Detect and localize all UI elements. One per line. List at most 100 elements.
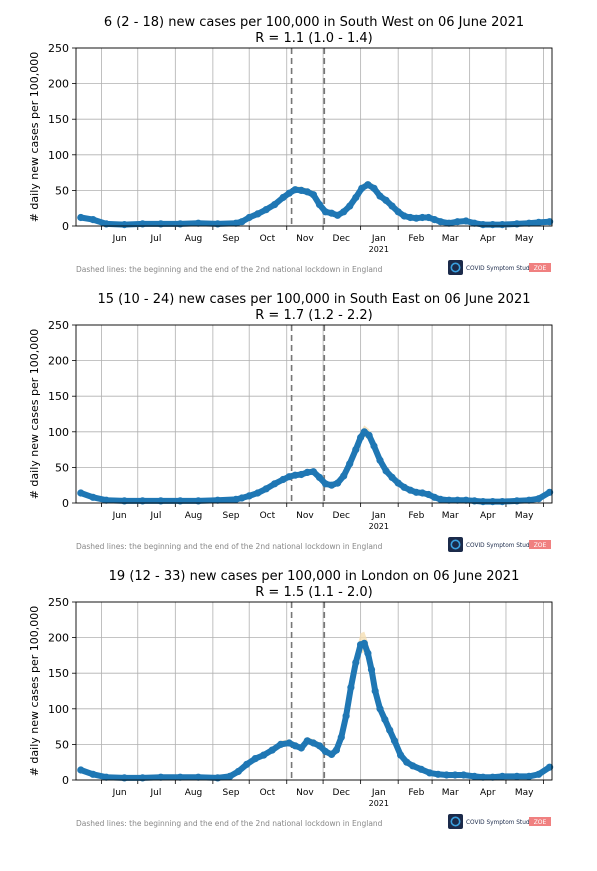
data-point — [328, 209, 336, 217]
data-point — [347, 683, 355, 692]
data-point — [400, 212, 408, 220]
covid-logo-ring-icon — [450, 539, 461, 550]
data-point — [370, 442, 378, 450]
data-point — [400, 483, 408, 491]
x-tick-label: Nov — [296, 788, 314, 798]
x-tick-label: Jul — [150, 788, 162, 798]
data-point — [453, 496, 462, 504]
data-point — [445, 219, 453, 227]
data-point — [352, 658, 360, 667]
data-point — [470, 219, 479, 227]
chart-subtitle: R = 1.1 (1.0 - 1.4) — [255, 31, 372, 46]
data-point — [388, 202, 396, 210]
data-point — [89, 770, 97, 778]
data-point — [394, 208, 402, 216]
y-tick-label: 150 — [48, 390, 69, 403]
x-tick-label: Dec — [333, 234, 350, 244]
data-point — [376, 192, 384, 200]
y-tick-label: 100 — [48, 703, 69, 716]
x-tick-label: Dec — [333, 511, 350, 521]
data-point — [434, 770, 442, 778]
footnote: Dashed lines: the beginning and the end … — [76, 819, 383, 828]
footnote: Dashed lines: the beginning and the end … — [76, 265, 383, 274]
data-point — [397, 751, 405, 759]
data-point — [315, 742, 324, 750]
series-line — [77, 428, 553, 505]
data-point — [254, 210, 262, 218]
data-point — [376, 705, 384, 713]
data-point — [489, 498, 497, 506]
x-tick-label: Oct — [260, 234, 276, 244]
y-axis-label: # daily new cases per 100,000 — [28, 52, 41, 223]
data-point — [535, 218, 543, 226]
data-point — [285, 473, 293, 481]
data-point — [357, 433, 365, 442]
covid-logo-text: COVID Symptom Study — [466, 266, 534, 272]
footnote: Dashed lines: the beginning and the end … — [76, 542, 383, 551]
data-point — [254, 489, 262, 497]
data-point — [297, 744, 305, 752]
data-point — [328, 750, 336, 759]
data-point — [386, 726, 394, 734]
data-point — [297, 470, 305, 479]
data-point — [424, 490, 433, 499]
y-tick-label: 0 — [62, 774, 69, 787]
chart-panel-2: 19 (12 - 33) new cases per 100,000 in Lo… — [28, 569, 554, 829]
data-point — [451, 771, 459, 779]
x-tick-label: Jan — [371, 234, 386, 244]
data-point — [77, 489, 85, 497]
x-tick-label: Nov — [296, 234, 314, 244]
data-point — [279, 475, 287, 484]
uncertainty-band — [80, 425, 550, 503]
data-point — [334, 211, 342, 219]
data-point — [479, 773, 487, 781]
data-point — [370, 184, 378, 192]
data-point — [291, 186, 299, 194]
x-tick-label: Apr — [480, 511, 496, 521]
data-point — [546, 763, 554, 771]
data-point — [437, 495, 445, 503]
data-point — [388, 473, 396, 481]
data-point — [462, 217, 470, 225]
data-point — [424, 213, 433, 222]
zoe-badge — [529, 263, 551, 272]
y-tick-label: 0 — [62, 497, 69, 510]
data-point — [214, 496, 222, 504]
data-point — [260, 751, 268, 759]
data-point — [285, 739, 293, 747]
x-tick-label: Jul — [150, 511, 162, 521]
data-point — [418, 489, 426, 497]
data-point — [194, 773, 202, 781]
chart-subtitle: R = 1.7 (1.2 - 2.2) — [255, 308, 372, 323]
data-point — [479, 221, 487, 229]
data-point — [525, 496, 533, 504]
y-tick-label: 200 — [48, 632, 69, 645]
x-tick-label: May — [515, 511, 534, 521]
data-point — [412, 214, 420, 222]
data-point — [346, 202, 354, 210]
x-tick-label: Dec — [333, 788, 350, 798]
data-point — [102, 496, 110, 504]
y-axis-label: # daily new cases per 100,000 — [28, 606, 41, 777]
data-point — [417, 765, 425, 773]
data-point — [525, 772, 533, 781]
data-point — [546, 488, 554, 496]
data-point — [381, 715, 389, 724]
zoe-badge — [529, 540, 551, 549]
data-point — [364, 181, 372, 189]
data-point — [245, 492, 253, 500]
data-point — [277, 740, 285, 749]
x-tick-label: Jun — [112, 788, 127, 798]
x-tick-label: Sep — [223, 234, 240, 244]
chart-title: 19 (12 - 33) new cases per 100,000 in Lo… — [109, 569, 520, 584]
data-point — [337, 733, 345, 741]
plot-frame — [75, 324, 553, 504]
x-tick-label: Jan — [371, 511, 386, 521]
data-point — [498, 498, 506, 506]
x-tick-label: Apr — [480, 234, 496, 244]
data-point — [251, 755, 259, 763]
data-point — [89, 216, 97, 224]
chart-panel-1: 15 (10 - 24) new cases per 100,000 in So… — [28, 292, 554, 552]
x-tick-label: Aug — [185, 788, 203, 798]
